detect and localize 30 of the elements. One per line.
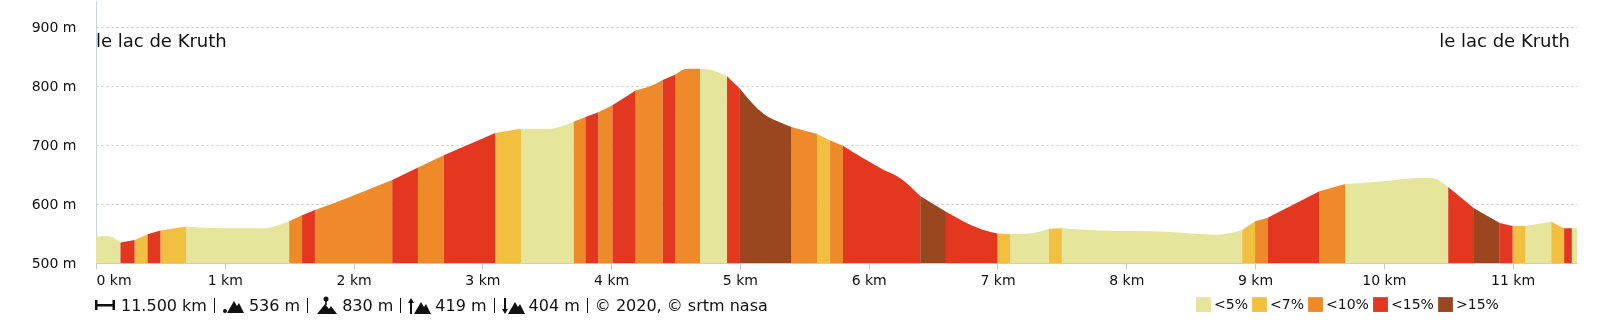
y-tick-label: 500 m	[31, 254, 77, 271]
text: 11.500 km	[121, 296, 207, 315]
x-tick-label: 1 km	[207, 271, 243, 288]
x-tick-label: 5 km	[722, 271, 758, 288]
x-tick-label: 0 km	[96, 271, 132, 288]
x-tick-label: 9 km	[1237, 271, 1274, 288]
y-tick-label: 700 m	[31, 136, 77, 153]
x-tick-label: 8 km	[1109, 271, 1145, 288]
x-tick-label: 3 km	[465, 271, 501, 288]
legend-label: <10%	[1326, 295, 1369, 312]
annotation: le lac de Kruth	[1439, 30, 1570, 51]
x-tick-label: 4 km	[594, 271, 630, 288]
y-tick-label: 600 m	[31, 195, 77, 212]
legend-label: <7%	[1270, 295, 1304, 312]
text: 536 m	[248, 296, 301, 315]
x-tick-label: 2 km	[336, 271, 372, 288]
legend-label: <5%	[1214, 295, 1248, 312]
text: 830 m	[342, 296, 394, 315]
text: © 2020, © srtm nasa	[594, 296, 768, 315]
x-tick-label: 6 km	[851, 271, 887, 288]
legend-label: >15%	[1456, 295, 1499, 312]
legend-label: <15%	[1391, 295, 1434, 312]
y-tick-label: 900 m	[31, 18, 77, 35]
x-tick-label: 11 km	[1491, 271, 1536, 288]
annotation: le lac de Kruth	[96, 30, 227, 51]
text: 404 m	[528, 296, 580, 315]
y-tick-label: 800 m	[31, 77, 77, 94]
x-tick-label: 7 km	[980, 271, 1016, 288]
text: 419 m	[435, 296, 487, 315]
x-tick-label: 10 km	[1362, 271, 1407, 288]
